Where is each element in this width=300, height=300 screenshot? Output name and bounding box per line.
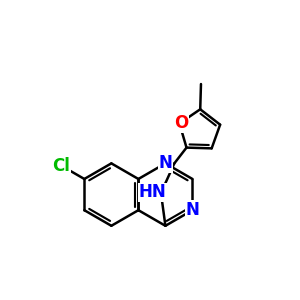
Text: N: N [158, 154, 172, 172]
Text: O: O [174, 115, 188, 133]
Text: Cl: Cl [52, 157, 70, 175]
Text: N: N [185, 201, 200, 219]
Text: HN: HN [139, 183, 166, 201]
